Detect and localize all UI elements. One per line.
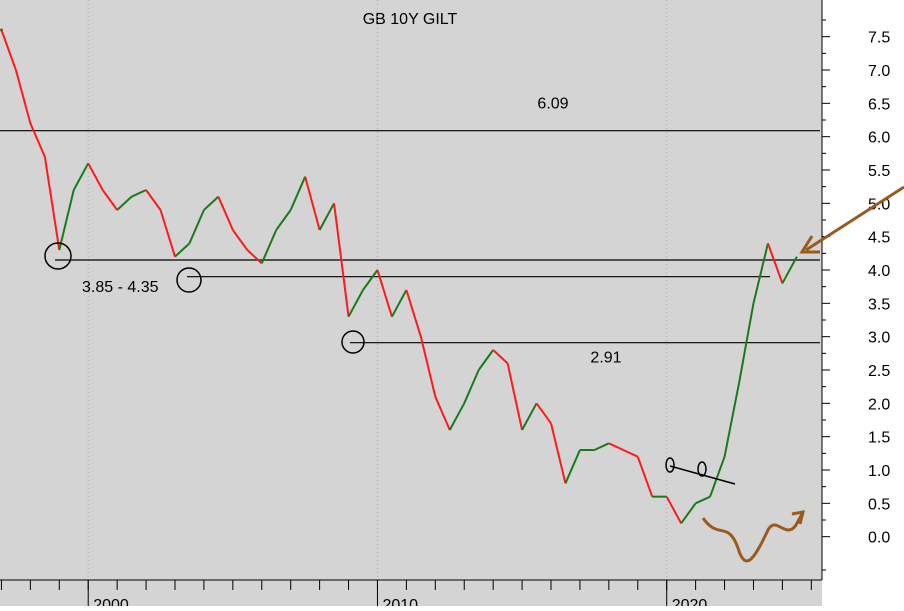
segment (318, 202, 335, 231)
segment (766, 242, 784, 284)
y-tick-label: 4.5 (868, 230, 890, 247)
y-tick-label: 1.0 (868, 463, 890, 480)
segment (550, 423, 567, 484)
segment (58, 189, 75, 251)
segment (376, 269, 393, 317)
x-tick-label: 2020 (672, 597, 708, 606)
segment (564, 449, 581, 484)
segment (246, 249, 263, 265)
segment (723, 383, 740, 457)
x-tick-label: 2010 (382, 597, 418, 606)
segment (43, 156, 61, 251)
segment (87, 162, 104, 191)
y-tick-label: 7.0 (868, 63, 890, 80)
y-tick-label: 5.5 (868, 163, 890, 180)
segment (275, 209, 292, 231)
segment (680, 502, 697, 524)
squiggle (701, 513, 804, 563)
segment (188, 209, 205, 244)
arrow (805, 185, 904, 252)
y-tick-label: 6.5 (868, 96, 890, 113)
segment (752, 243, 769, 304)
arrow-head (791, 510, 806, 525)
segment (362, 269, 379, 291)
y-tick-label: 2.0 (868, 396, 890, 413)
y-tick-label: 6.0 (868, 130, 890, 147)
segment (174, 242, 191, 258)
segment (434, 396, 451, 431)
segment (521, 402, 538, 431)
segment (622, 449, 639, 458)
segment (289, 176, 307, 211)
y-tick-label: 0.0 (868, 530, 890, 547)
y-tick-label: 3.5 (868, 296, 890, 313)
segment (738, 303, 755, 384)
circle (697, 461, 707, 477)
circle (665, 457, 675, 473)
trend-line (669, 465, 736, 485)
segment (391, 289, 408, 318)
segment (217, 196, 234, 231)
segment (419, 336, 437, 397)
segment (492, 349, 509, 365)
segment (506, 363, 524, 431)
segment (535, 402, 552, 424)
segment (636, 456, 654, 498)
segment (159, 209, 176, 257)
y-tick-label: 2.5 (868, 363, 890, 380)
segment (781, 256, 798, 284)
segment (448, 402, 466, 431)
segment (145, 189, 162, 211)
circle (341, 330, 365, 354)
arrow-head (799, 235, 820, 254)
level-label: 6.09 (537, 96, 568, 113)
segment (593, 442, 610, 451)
segment (665, 496, 683, 524)
segment (131, 189, 147, 198)
x-tick-label: 2000 (93, 597, 129, 606)
segment (72, 162, 90, 191)
y-tick-label: 1.5 (868, 430, 890, 447)
segment (29, 122, 46, 158)
y-tick-label: 7.5 (868, 30, 890, 47)
circle (44, 242, 72, 270)
annotation: 3.85 - 4.35 (82, 279, 159, 296)
segment (477, 349, 494, 371)
segment (203, 195, 220, 211)
segment (695, 495, 711, 505)
chart-title: GB 10Y GILT (363, 11, 458, 28)
segment (0, 29, 17, 71)
segment (608, 442, 624, 451)
y-tick-label: 3.0 (868, 330, 890, 347)
segment (333, 203, 350, 317)
segment (14, 69, 32, 124)
annotations (44, 242, 736, 485)
circle (176, 267, 202, 293)
segment (116, 195, 133, 211)
y-tick-label: 4.0 (868, 263, 890, 280)
segment (347, 289, 364, 318)
segment (232, 229, 249, 251)
segment (304, 176, 321, 231)
segment (260, 229, 278, 264)
segment (709, 456, 726, 498)
segment (405, 289, 422, 337)
segment (463, 369, 480, 404)
segment (101, 189, 118, 211)
y-tick-label: 0.5 (868, 496, 890, 513)
level-label: 2.91 (590, 350, 621, 367)
arrows (701, 185, 904, 563)
